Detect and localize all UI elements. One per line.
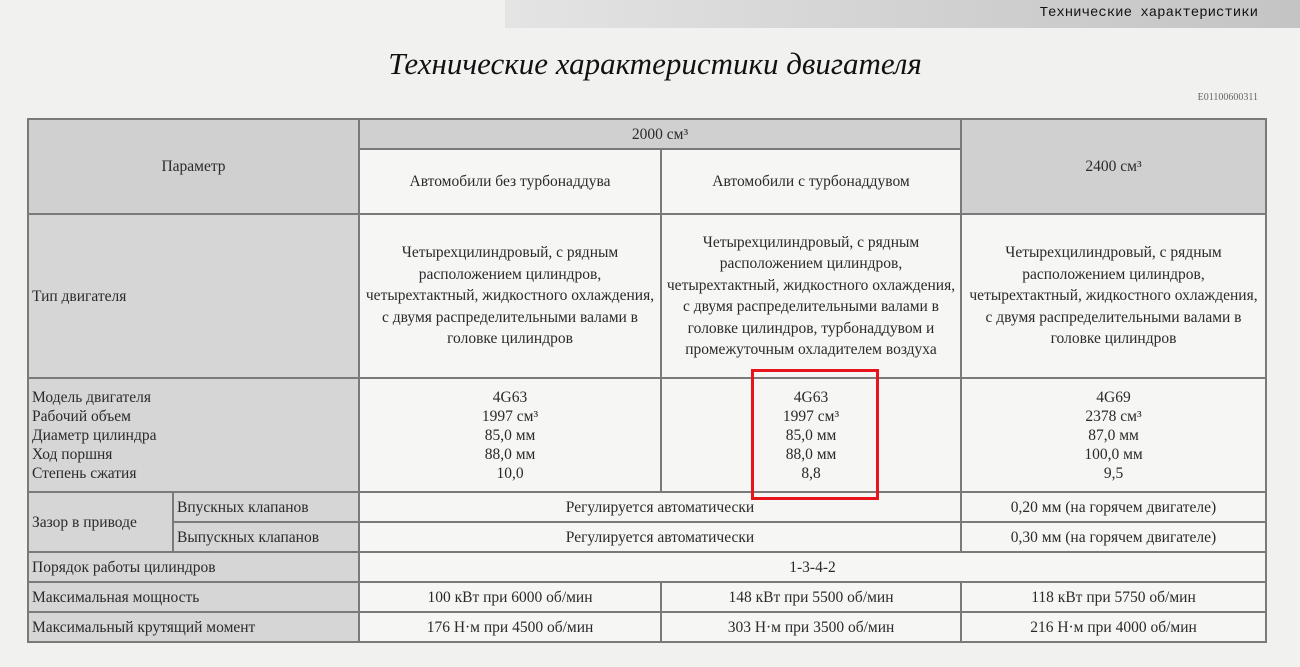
- header-2400: 2400 см³: [960, 118, 1267, 215]
- spec-value: 4G63: [793, 388, 829, 406]
- scan-shadow-band: [505, 0, 1300, 28]
- header-row: Параметр 2000 см³ 2400 см³: [27, 118, 1267, 215]
- page-title: Технические характеристики двигателя: [388, 46, 922, 81]
- spec-value: 1997 см³: [481, 407, 539, 425]
- max-torque-2400: 216 Н·м при 4000 об/мин: [960, 611, 1267, 643]
- firing-order-value: 1-3-4-2: [358, 551, 1267, 583]
- spec-values-2400: 4G69 2378 см³ 87,0 мм 100,0 мм 9,5: [960, 377, 1267, 493]
- table-row: Зазор в приводе Впускных клапанов Регули…: [27, 491, 1267, 553]
- max-power-2400: 118 кВт при 5750 об/мин: [960, 581, 1267, 613]
- intake-2400: 0,20 мм (на горячем двигателе): [960, 491, 1267, 523]
- spec-value: 1997 см³: [782, 407, 840, 425]
- max-torque-no-turbo: 176 Н·м при 4500 об/мин: [358, 611, 662, 643]
- spec-value: 2378 см³: [1085, 407, 1142, 425]
- table-row: Максимальный крутящий момент 176 Н·м при…: [27, 611, 1267, 643]
- engine-specs-table: Параметр 2000 см³ 2400 см³ Автомобили бе…: [27, 118, 1267, 643]
- max-torque-label: Максимальный крутящий момент: [27, 611, 360, 643]
- table-row: Выпускных клапанов Регулируется автомати…: [28, 521, 1267, 553]
- spec-label: Степень сжатия: [32, 464, 137, 482]
- subheader-row: Автомобили без турбонаддува Автомобили с…: [28, 148, 1266, 215]
- exhaust-2000: Регулируется автоматически: [358, 521, 962, 553]
- valve-clearance-label: Зазор в приводе: [27, 491, 174, 553]
- header-turbo: Автомобили с турбонаддувом: [660, 148, 962, 215]
- spec-label: Модель двигателя: [32, 388, 151, 406]
- max-power-label: Максимальная мощность: [27, 581, 360, 613]
- spec-value: 9,5: [1103, 464, 1124, 482]
- table-row: Тип двигателя Четырехцилиндровый, с рядн…: [27, 213, 1267, 379]
- spec-value: 8,8: [801, 464, 821, 482]
- doc-code: E01100600311: [1197, 92, 1258, 103]
- intake-label: Впускных клапанов: [172, 491, 360, 523]
- spec-value: 4G69: [1096, 388, 1131, 406]
- spec-labels: Модель двигателя Рабочий объем Диаметр ц…: [27, 377, 360, 493]
- spec-value: 4G63: [492, 388, 528, 406]
- spec-value: 88,0 мм: [484, 445, 536, 463]
- spec-value: 10,0: [496, 464, 524, 482]
- spec-value: 100,0 мм: [1084, 445, 1143, 463]
- header-param: Параметр: [27, 118, 360, 215]
- firing-order-label: Порядок работы цилиндров: [27, 551, 360, 583]
- spec-value: 87,0 мм: [1088, 426, 1139, 444]
- highlight-box: [751, 369, 879, 500]
- max-torque-turbo: 303 Н·м при 3500 об/мин: [660, 611, 962, 643]
- spec-value: 85,0 мм: [785, 426, 837, 444]
- engine-type-label: Тип двигателя: [27, 213, 360, 379]
- section-header: Технические характеристики: [1039, 5, 1258, 21]
- spec-values-no-turbo: 4G63 1997 см³ 85,0 мм 88,0 мм 10,0: [358, 377, 662, 493]
- header-no-turbo: Автомобили без турбонаддува: [358, 148, 662, 215]
- max-power-no-turbo: 100 кВт при 6000 об/мин: [358, 581, 662, 613]
- table-row: Модель двигателя Рабочий объем Диаметр ц…: [27, 377, 1267, 493]
- engine-type-no-turbo: Четырехцилиндровый, с рядным расположени…: [358, 213, 662, 379]
- table-row: Порядок работы цилиндров 1-3-4-2: [27, 551, 1267, 583]
- max-power-turbo: 148 кВт при 5500 об/мин: [660, 581, 962, 613]
- header-2000: 2000 см³: [358, 118, 962, 150]
- spec-value: 85,0 мм: [484, 426, 536, 444]
- table-row: Максимальная мощность 100 кВт при 6000 о…: [27, 581, 1267, 613]
- spec-label: Рабочий объем: [32, 407, 131, 425]
- engine-type-turbo: Четырехцилиндровый, с рядным расположени…: [660, 213, 962, 379]
- exhaust-2400: 0,30 мм (на горячем двигателе): [960, 521, 1267, 553]
- spec-values-turbo: 4G63 1997 см³ 85,0 мм 88,0 мм 8,8: [660, 377, 962, 493]
- spec-value: 88,0 мм: [785, 445, 837, 463]
- exhaust-label: Выпускных клапанов: [172, 521, 360, 553]
- spec-label: Ход поршня: [32, 445, 113, 463]
- engine-type-2400: Четырехцилиндровый, с рядным расположени…: [960, 213, 1267, 379]
- spec-label: Диаметр цилиндра: [32, 426, 157, 444]
